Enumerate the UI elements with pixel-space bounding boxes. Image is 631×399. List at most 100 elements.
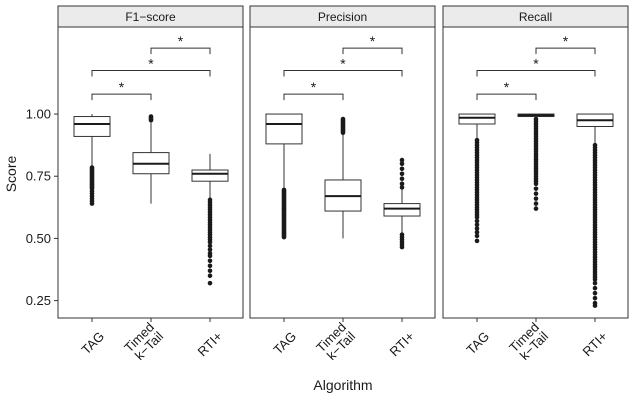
- y-tick-label: 0.25: [26, 293, 51, 308]
- significance-bracket: *: [476, 56, 596, 77]
- y-axis: 0.25 0.50 0.75 1.00: [26, 107, 58, 308]
- x-tick-label: Timedk−Tail: [121, 319, 166, 364]
- bracket-line: [476, 70, 596, 77]
- outlier-point: [474, 238, 480, 244]
- outlier-point: [399, 244, 405, 250]
- box-rti: [576, 113, 614, 308]
- box-timed: [132, 114, 170, 204]
- outlier-point: [474, 218, 480, 224]
- outlier-point: [148, 114, 154, 119]
- outlier-point: [592, 295, 598, 301]
- outlier-point: [533, 186, 539, 191]
- significance-bracket: *: [150, 33, 211, 55]
- panel-title: F1−score: [125, 10, 176, 24]
- bracket-line: [535, 47, 596, 55]
- panel-title: Precision: [318, 10, 367, 24]
- outlier-point: [474, 229, 480, 235]
- outlier-point: [207, 253, 213, 259]
- outlier-point: [281, 234, 287, 240]
- outlier-point: [474, 222, 480, 228]
- x-tick-label-line: RTI+: [580, 329, 611, 360]
- significance-star: *: [370, 33, 376, 49]
- outlier-point: [533, 191, 539, 196]
- box-iqr: [191, 169, 229, 182]
- outlier-point: [592, 285, 598, 291]
- box-iqr: [265, 113, 303, 145]
- outlier-point: [207, 239, 213, 245]
- x-tick-label-line: RTI+: [195, 329, 226, 360]
- panel-2: Recall * * * TAG Timedk−Tail RTI+: [442, 5, 629, 364]
- y-axis-title: Score: [3, 156, 19, 193]
- x-tick-label: Timedk−Tail: [313, 319, 358, 364]
- box-tag: [458, 113, 496, 244]
- significance-bracket: *: [342, 33, 403, 55]
- bracket-line: [476, 93, 537, 101]
- significance-bracket: *: [283, 56, 403, 77]
- outlier-point: [207, 268, 213, 274]
- significance-bracket: *: [476, 79, 537, 101]
- x-tick-label: RTI+: [195, 329, 226, 360]
- significance-bracket: *: [535, 33, 596, 55]
- box-timed: [324, 116, 362, 239]
- x-tick-label-line: TAG: [78, 329, 107, 358]
- significance-bracket: *: [91, 56, 211, 77]
- outlier-point: [399, 185, 405, 190]
- box-timed: [517, 113, 555, 211]
- outlier-point: [592, 290, 598, 296]
- box-rti: [191, 153, 229, 286]
- panel-1: Precision***TAG Timedk−Tail RTI+: [249, 5, 436, 364]
- box-iqr: [458, 113, 496, 125]
- panel-0: F1−score***TAG Timedk−Tail RTI+: [57, 5, 244, 364]
- significance-star: *: [178, 33, 184, 49]
- significance-star: *: [119, 79, 125, 95]
- x-tick-label: TAG: [270, 329, 299, 358]
- bracket-line: [342, 47, 403, 55]
- x-axis-title: Algorithm: [313, 377, 372, 393]
- bracket-line: [91, 93, 152, 101]
- outlier-point: [207, 263, 213, 269]
- box-iqr: [383, 203, 421, 217]
- x-tick-label-line: TAG: [270, 329, 299, 358]
- outlier-point: [207, 243, 213, 249]
- x-tick-label: Timedk−Tail: [506, 319, 551, 364]
- outlier-point: [592, 303, 598, 308]
- outlier-point: [592, 280, 598, 286]
- outlier-point: [533, 181, 539, 186]
- outlier-point: [399, 166, 405, 172]
- outlier-point: [533, 206, 539, 211]
- bracket-line: [283, 93, 344, 101]
- outlier-point: [399, 171, 405, 177]
- significance-star: *: [563, 33, 569, 49]
- y-tick-label: 0.75: [26, 169, 51, 184]
- outlier-point: [399, 161, 405, 167]
- significance-bracket: *: [283, 79, 344, 101]
- significance-star: *: [148, 56, 154, 72]
- outlier-point: [207, 247, 213, 252]
- x-tick-label: TAG: [78, 329, 107, 358]
- significance-bracket: *: [91, 79, 152, 101]
- bracket-line: [283, 70, 403, 77]
- outlier-point: [399, 181, 405, 186]
- outlier-point: [399, 176, 405, 182]
- box-tag: [73, 114, 111, 206]
- outlier-point: [399, 157, 405, 163]
- outlier-point: [207, 280, 213, 286]
- outlier-point: [592, 277, 598, 282]
- outlier-point: [474, 214, 480, 220]
- x-tick-label: TAG: [463, 329, 492, 358]
- bracket-line: [150, 47, 211, 55]
- outlier-point: [340, 116, 346, 122]
- significance-star: *: [533, 56, 539, 72]
- x-tick-label: RTI+: [580, 329, 611, 360]
- x-tick-label: RTI+: [387, 329, 418, 360]
- box-tag: [265, 113, 303, 240]
- outlier-point: [474, 233, 480, 239]
- panel-title: Recall: [519, 10, 552, 24]
- outlier-point: [207, 273, 213, 279]
- outlier-point: [474, 226, 480, 231]
- significance-star: *: [340, 56, 346, 72]
- outlier-point: [533, 201, 539, 206]
- significance-star: *: [504, 79, 510, 95]
- x-tick-label-line: TAG: [463, 329, 492, 358]
